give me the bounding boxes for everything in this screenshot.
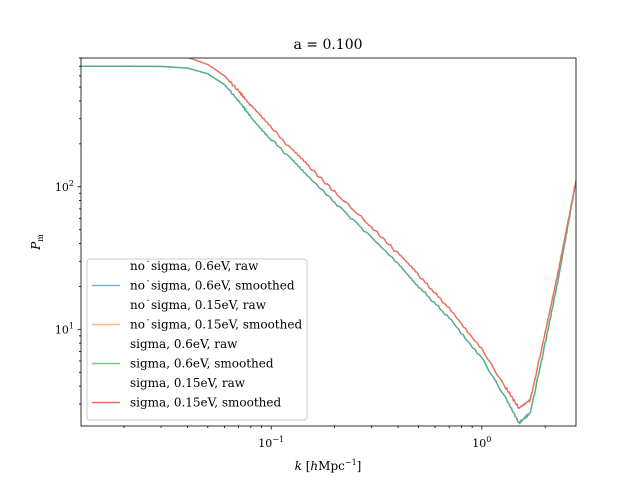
tick-layer: 10−1 100 101 102 bbox=[55, 57, 546, 450]
series-layer bbox=[81, 58, 576, 425]
y-axis-label-main: P bbox=[29, 241, 43, 251]
legend-label-2: no˙sigma, 0.15eV, raw bbox=[130, 298, 267, 312]
legend-label-7: sigma, 0.15eV, smoothed bbox=[130, 396, 281, 410]
y-axis-label: Pm bbox=[29, 234, 45, 251]
y-axis-label-sub: m bbox=[36, 234, 45, 242]
x-axis-label-close: ] bbox=[357, 459, 362, 473]
x-axis-label: k [hMpc−1] bbox=[295, 458, 362, 473]
legend-label-3: no˙sigma, 0.15eV, smoothed bbox=[130, 318, 302, 332]
legend-label-5: sigma, 0.6eV, smoothed bbox=[130, 357, 274, 371]
legend-label-6: sigma, 0.15eV, raw bbox=[130, 376, 246, 390]
x-tick-label-1: 100 bbox=[472, 435, 491, 450]
x-axis-label-sup: −1 bbox=[345, 458, 357, 467]
x-axis-label-unit: Mpc bbox=[318, 459, 345, 473]
x-axis-label-h: h bbox=[310, 459, 318, 473]
x-tick-label-0: 10−1 bbox=[258, 435, 284, 450]
series-line-1 bbox=[81, 65, 576, 425]
chart-title: a = 0.100 bbox=[293, 37, 362, 53]
legend-label-1: no˙sigma, 0.6eV, smoothed bbox=[130, 279, 295, 293]
y-tick-label-1: 102 bbox=[55, 179, 74, 194]
legend-label-4: sigma, 0.6eV, raw bbox=[130, 337, 238, 351]
legend: no˙sigma, 0.6eV, raw no˙sigma, 0.6eV, smo… bbox=[86, 258, 308, 421]
series-line-2 bbox=[187, 58, 576, 410]
x-axis-label-open: [ bbox=[302, 459, 311, 473]
legend-label-0: no˙sigma, 0.6eV, raw bbox=[130, 259, 259, 273]
plot-frame bbox=[80, 57, 577, 427]
legend-box bbox=[86, 258, 308, 421]
x-axis-label-main: k bbox=[295, 459, 302, 473]
y-tick-label-0: 101 bbox=[55, 321, 74, 336]
